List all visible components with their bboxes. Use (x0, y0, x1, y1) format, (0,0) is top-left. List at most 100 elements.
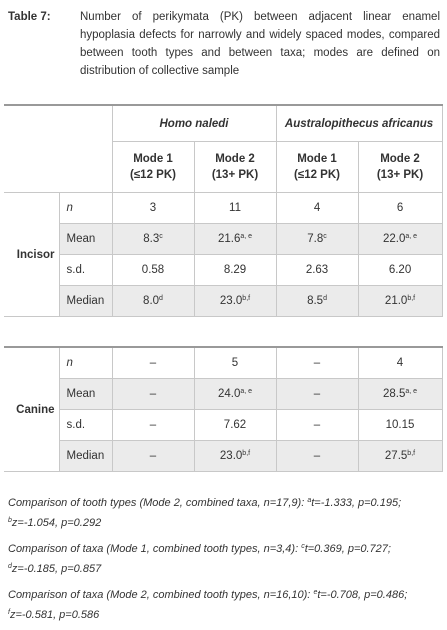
mode-header: Mode 1 (≤12 PK) (275, 141, 359, 193)
value-cell: 8.29 (193, 254, 277, 286)
stat-label: n (58, 346, 113, 379)
mode-row: Mode 1 (≤12 PK) Mode 2 (13+ PK) Mode 1 (≤12 P… (4, 141, 443, 193)
footnote-mark: a, e (405, 388, 418, 395)
value-cell: – (275, 378, 359, 410)
stat-label: Mean (58, 223, 113, 255)
value: 7.62 (223, 419, 247, 431)
value: – (149, 419, 157, 431)
value-cell: – (275, 440, 359, 472)
value-cell: 8.0d (111, 285, 195, 317)
notes: Comparison of tooth types (Mode 2, combi… (8, 492, 440, 630)
note-lead: Comparison of taxa (Mode 1, combined too… (8, 543, 299, 555)
value: 6 (396, 202, 404, 214)
value-cell: 10.15 (357, 409, 443, 441)
group-label: Canine (4, 346, 60, 472)
footnote-mark: b,f (242, 450, 251, 457)
footnote-mark: c (301, 543, 305, 550)
stat-label: s.d. (58, 409, 113, 441)
note: Comparison of taxa (Mode 1, combined too… (8, 538, 440, 578)
note-text: t=-1.333, p=0.195; (311, 497, 402, 509)
data-row: Mean –24.0a, e –28.5a, e (4, 378, 443, 410)
value-cell: 4 (357, 346, 443, 379)
footnote-mark: a (307, 497, 312, 504)
mode-header: Mode 2 (13+ PK) (193, 141, 277, 193)
mode-range: (≤12 PK) (130, 169, 176, 181)
taxa-row: Homo naledi Australopithecus africanus (4, 104, 443, 193)
value: 7.8 (307, 233, 324, 245)
stat-label: Median (58, 440, 113, 472)
note-text: z=-1.054, p=0.292 (11, 517, 102, 529)
footnote-mark: b,f (407, 450, 416, 457)
value-cell: 23.0b,f (193, 440, 277, 472)
value: 5 (231, 357, 239, 369)
value: 2.63 (305, 264, 329, 276)
value-cell: – (275, 409, 359, 441)
footnote-mark: d (323, 295, 327, 302)
data-row: s.d. – 7.62 – 10.15 (4, 409, 443, 441)
data-row: Canine n – 5 – 4 (4, 346, 443, 472)
mode-range: (≤12 PK) (294, 169, 340, 181)
table: Homo naledi Australopithecus africanus M… (4, 104, 443, 317)
value-cell: 8.3c (111, 223, 195, 255)
value: 22.0 (382, 233, 406, 245)
value-cell: 4 (275, 192, 359, 224)
value: 8.5 (307, 295, 324, 307)
value: 4 (396, 357, 404, 369)
value-cell: – (111, 346, 195, 379)
value-cell: 6.20 (357, 254, 443, 286)
value-cell: 23.0b,f (193, 285, 277, 317)
value-cell: 11 (193, 192, 277, 224)
value: 11 (229, 202, 241, 214)
stat-label: Median (58, 285, 113, 317)
value: – (149, 450, 157, 462)
mode-name: Mode 2 (380, 153, 420, 165)
mode-range: (13+ PK) (376, 169, 424, 181)
value: 6.20 (388, 264, 412, 276)
caption: Table 7: Number of perikymata (PK) betwe… (8, 8, 440, 80)
value: 23.0 (219, 450, 243, 462)
value: – (313, 450, 321, 462)
note-text: z=-0.581, p=0.586 (9, 609, 100, 621)
value-cell: 24.0a, e (193, 378, 277, 410)
value-cell: – (275, 346, 359, 379)
value: 0.58 (141, 264, 165, 276)
value-cell: – (111, 409, 195, 441)
value: 4 (313, 202, 321, 214)
stat-label: s.d. (58, 254, 113, 286)
value-cell: 6 (357, 192, 443, 224)
data-row: s.d. 0.58 8.29 2.63 6.20 (4, 254, 443, 286)
value: 8.29 (223, 264, 247, 276)
value-cell: 7.62 (193, 409, 277, 441)
footnote-mark: d (8, 563, 12, 570)
value: 3 (149, 202, 157, 214)
mode-header: Mode 1 (≤12 PK) (111, 141, 195, 193)
value: – (313, 388, 321, 400)
value: 8.0 (143, 295, 160, 307)
footnote-mark: b,f (407, 295, 416, 302)
mode-name: Mode 1 (133, 153, 173, 165)
data-row: Mean 8.3c 21.6a, e 7.8c 22.0a, e (4, 223, 443, 255)
note-lead: Comparison of tooth types (Mode 2, combi… (8, 497, 305, 509)
value-cell: 2.63 (275, 254, 359, 286)
note-text: t=-0.708, p=0.486; (317, 589, 408, 601)
mode-range: (13+ PK) (211, 169, 259, 181)
value-cell: 7.8c (275, 223, 359, 255)
footnote-mark: a, e (240, 388, 253, 395)
taxon-header: Australopithecus africanus (275, 104, 443, 142)
value-cell: 27.5b,f (357, 440, 443, 472)
value: – (313, 419, 321, 431)
data-row: Incisor n 3 11 4 6 (4, 192, 443, 317)
stat-label: n (58, 192, 113, 224)
value-cell: 21.0b,f (357, 285, 443, 317)
blank-cell (4, 105, 113, 193)
value: – (313, 357, 321, 369)
value: 21.0 (384, 295, 408, 307)
value: 8.3 (143, 233, 160, 245)
footnote-mark: a, e (405, 233, 418, 240)
caption-text: Number of perikymata (PK) between adjace… (80, 11, 440, 77)
note-text: z=-0.185, p=0.857 (11, 563, 102, 575)
value-cell: 28.5a, e (357, 378, 443, 410)
table: Canine n –5–4 Mean –24.0a, e –28.5a, e s.d. –7.… (4, 346, 443, 472)
mode-name: Mode 2 (215, 153, 255, 165)
